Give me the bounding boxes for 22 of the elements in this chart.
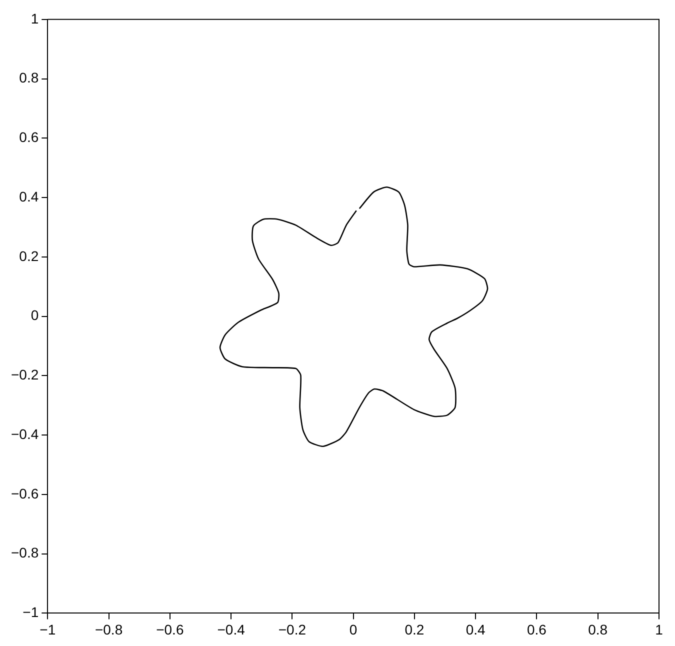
x-tick-label: 0	[349, 621, 358, 638]
y-tick-label: −0.2	[10, 366, 39, 383]
y-tick-label: −0.6	[10, 485, 39, 502]
x-tick-label: 0.8	[588, 621, 608, 638]
x-tick-label: −0.2	[278, 621, 306, 638]
x-tick-label: −0.4	[217, 621, 246, 638]
line-series	[219, 186, 488, 447]
x-tick-label: 0.2	[404, 621, 424, 638]
y-tick-label: 0	[30, 307, 39, 324]
x-tick-label: −0.6	[156, 621, 184, 638]
y-tick-label: 0.4	[19, 188, 39, 204]
x-tick-label: 1	[655, 621, 664, 638]
y-tick-label: −0.4	[10, 426, 39, 442]
x-tick-label: 0.6	[526, 621, 547, 638]
y-tick-label: 0.8	[19, 70, 39, 86]
y-tick-label: −1	[22, 604, 39, 620]
y-tick-label: 0.2	[19, 248, 39, 264]
y-tick-label: 0.6	[19, 129, 39, 146]
x-tick-label: −0.8	[94, 621, 123, 638]
y-tick-label: 1	[30, 10, 39, 26]
x-tick-label: 0.4	[466, 621, 486, 638]
y-tick-label: −0.8	[10, 544, 39, 561]
